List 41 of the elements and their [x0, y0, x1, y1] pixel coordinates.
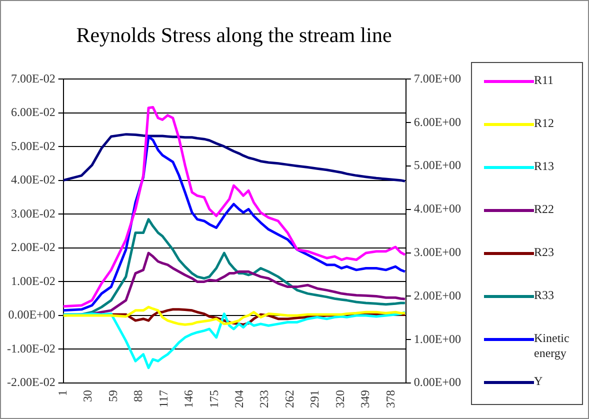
y2-tick-label: 5.00E+00	[414, 158, 462, 172]
y-tick-label: 1.00E-02	[10, 274, 56, 288]
x-tick-label: 349	[358, 390, 372, 408]
y2-tick-label: 2.00E+00	[414, 288, 462, 302]
x-tick-label: 378	[383, 390, 398, 408]
legend-label: R11	[534, 73, 555, 88]
legend-label: Y	[534, 374, 544, 389]
y-tick-label: 4.00E-02	[10, 172, 56, 187]
y2-tick-label: 4.00E+00	[414, 202, 462, 216]
x-tick-label: 117	[156, 390, 170, 408]
chart-title: Reynolds Stress along the stream line	[76, 23, 392, 48]
y-tick-label: -1.00E-02	[6, 341, 56, 356]
y2-tick-label: 1.00E+00	[414, 332, 462, 346]
y2-tick-label: 0.00E+00	[414, 375, 462, 390]
legend-label: R13	[534, 159, 556, 174]
legend-label: Kinetic energy	[534, 331, 570, 361]
x-tick-label: 30	[80, 390, 95, 402]
y2-tick-label: 6.00E+00	[414, 114, 462, 129]
x-tick-label: 175	[206, 390, 221, 408]
y-tick-label: 7.00E-02	[10, 71, 56, 86]
x-tick-label: 320	[332, 390, 347, 408]
legend-label: R33	[534, 288, 556, 303]
y-tick-label: 5.00E-02	[10, 138, 56, 153]
x-tick-label: 262	[282, 390, 296, 408]
y-tick-label: 2.00E-02	[10, 240, 56, 254]
x-tick-label: 291	[308, 390, 322, 408]
x-tick-label: 59	[106, 390, 120, 402]
y2-tick-label: 3.00E+00	[414, 244, 462, 259]
legend-label: R12	[534, 116, 556, 131]
y-tick-label: 6.00E-02	[10, 105, 56, 120]
legend-label: R23	[534, 245, 556, 260]
y-tick-label: 3.00E-02	[10, 206, 56, 220]
y2-tick-label: 7.00E+00	[414, 71, 462, 86]
x-tick-label: 1	[55, 390, 70, 396]
x-tick-label: 204	[232, 390, 246, 408]
x-tick-label: 233	[257, 390, 272, 408]
legend-label: R22	[534, 202, 556, 217]
y-tick-label: 0.00E+00	[8, 308, 56, 322]
x-tick-label: 88	[131, 390, 146, 402]
x-tick-label: 146	[182, 390, 196, 408]
y-tick-label: -2.00E-02	[6, 375, 56, 390]
